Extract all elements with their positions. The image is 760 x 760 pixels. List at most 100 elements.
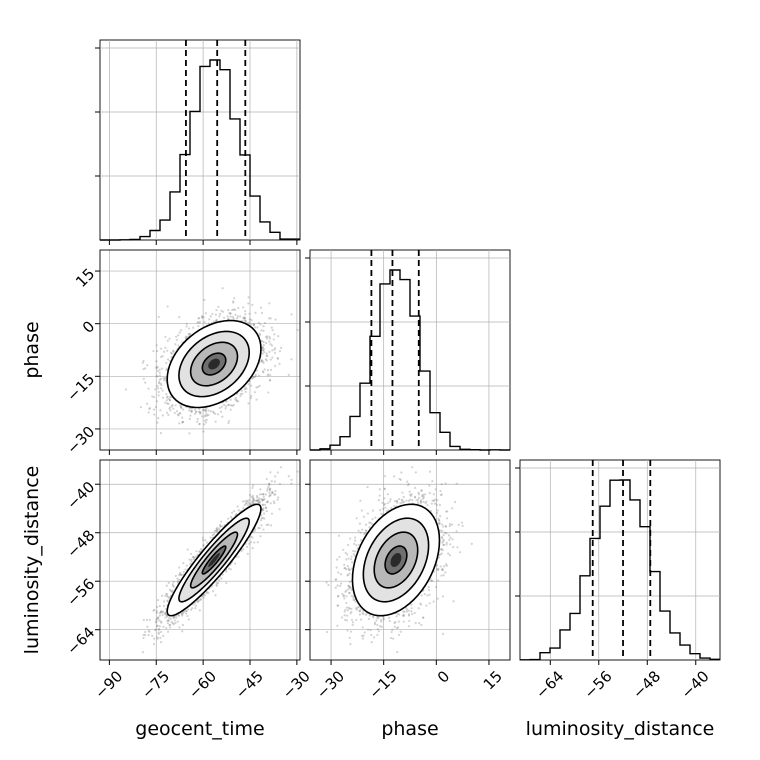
sample-point [159,387,163,390]
sample-point [244,390,247,393]
sample-point [159,382,163,385]
sample-point [198,550,201,553]
sample-point [271,329,274,332]
sample-point [251,376,254,379]
sample-point [278,362,281,365]
sample-point [290,313,293,316]
sample-point [198,407,201,411]
sample-point [124,388,128,391]
contour-line [189,341,239,387]
sample-point [216,528,219,531]
sample-point [185,609,188,612]
sample-point [146,618,149,622]
sample-point [207,591,210,594]
sample-point [234,396,238,399]
sample-point [166,595,169,598]
sample-point [147,387,150,390]
sample-point [203,409,207,412]
sample-point [170,351,173,354]
sample-point [190,410,193,413]
sample-point [260,339,264,343]
sample-point [274,475,277,478]
sample-point [259,306,263,309]
sample-point [177,344,180,347]
sample-point [160,610,163,613]
sample-point [204,312,207,315]
contour-line [166,319,262,409]
tick-label-x-luminosity_distance: −64 [532,667,567,702]
sample-point [196,600,199,604]
sample-point [168,337,171,340]
sample-point [265,341,268,345]
sample-point [155,360,158,363]
sample-point [258,384,261,387]
sample-point [261,352,264,355]
sample-point [266,354,269,358]
sample-point [207,322,211,325]
sample-point [183,610,186,613]
sample-point [231,308,234,312]
sample-point [269,368,273,371]
sample-point [169,409,172,412]
sample-point [214,313,218,316]
tick-label-x-luminosity_distance: −48 [629,667,664,702]
sample-point [234,398,237,401]
sample-point [245,502,248,505]
sample-point [165,396,169,399]
sample-point [139,406,142,409]
sample-point [158,382,161,385]
sample-point [235,317,239,320]
sample-point [165,361,168,364]
sample-point [156,637,159,640]
sample-point [204,410,208,413]
sample-point [244,319,247,322]
sample-point [156,387,160,390]
sample-point [220,520,223,523]
sample-point [208,318,211,321]
sample-point [287,373,290,377]
sample-point [189,562,192,565]
sample-point [204,408,207,412]
sample-point [157,628,161,631]
sample-point [263,321,267,325]
sample-point [268,482,271,485]
sample-point [189,414,192,417]
sample-point [197,321,200,324]
sample-point [253,529,256,532]
sample-point [268,337,272,340]
sample-point [164,376,167,380]
sample-point [261,499,264,502]
sample-point [166,395,169,398]
sample-point [261,498,265,501]
sample-point [161,414,164,417]
sample-point [187,327,191,330]
sample-point [197,317,200,320]
sample-point [206,414,209,417]
sample-point [236,505,239,508]
sample-point [260,359,263,362]
sample-point [200,415,204,418]
sample-point [198,316,201,320]
sample-point [221,310,225,313]
sample-point [260,359,264,362]
sample-point [158,378,161,382]
sample-point [233,308,237,311]
sample-point [190,410,193,413]
sample-point [268,488,271,491]
sample-point [163,350,166,353]
sample-point [266,501,269,504]
sample-point [273,348,276,351]
sample-point [237,400,240,403]
sample-point [166,305,169,308]
sample-point [188,333,191,336]
sample-point [243,318,246,321]
sample-point [261,499,264,502]
sample-point [258,497,261,500]
sample-point [205,592,208,595]
sample-point [253,391,257,394]
sample-point [276,498,279,501]
sample-point [142,636,145,640]
sample-point [243,316,246,320]
sample-point [254,375,257,378]
sample-point [172,616,175,619]
